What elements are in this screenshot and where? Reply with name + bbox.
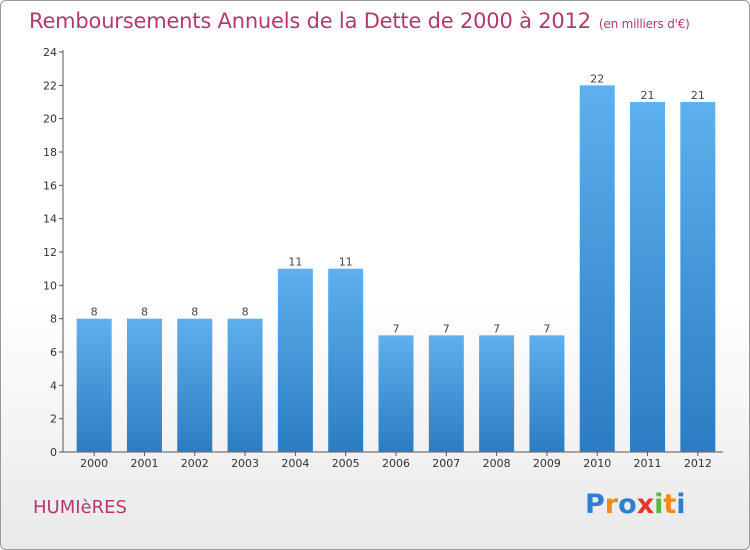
y-tick-label: 24 [43,46,57,59]
x-tick-label: 2010 [583,457,611,470]
y-tick-label: 18 [43,146,57,159]
logo-letter: i [676,489,686,520]
y-tick-label: 10 [43,279,57,292]
bar-value-label: 11 [339,256,353,269]
chart-bars: 8 8 8 8 11 11 7 7 7 7 22 21 21 [76,72,716,452]
bar-value-label: 7 [443,322,450,335]
logo-letter: t [663,489,677,520]
chart-title-text: Remboursements Annuels de la Dette de 20… [29,9,591,33]
commune-name: HUMIèRES [33,497,127,518]
x-tick-label: 2011 [634,457,662,470]
logo-letter: o [618,489,637,520]
chart-title: Remboursements Annuels de la Dette de 20… [29,9,690,33]
x-tick-label: 2004 [281,457,309,470]
x-tick-label: 2002 [181,457,209,470]
bar-2012 [680,102,716,452]
bar-2008 [479,335,515,452]
bar-2006 [378,335,414,452]
y-tick-label: 2 [50,413,57,426]
bar-value-label: 7 [393,322,400,335]
x-tick-label: 2009 [533,457,561,470]
bar-value-label: 8 [191,306,198,319]
bar-value-label: 21 [691,89,705,102]
x-tick-label: 2005 [332,457,360,470]
proxiti-logo: Proxiti [585,489,686,520]
bar-2011 [630,102,666,452]
x-tick-label: 2000 [80,457,108,470]
bar-value-label: 8 [141,306,148,319]
y-tick-label: 22 [43,79,57,92]
bar-value-label: 8 [91,306,98,319]
y-tick-label: 16 [43,179,57,192]
bar-2002 [177,318,213,452]
x-tick-label: 2001 [130,457,158,470]
bar-2005 [328,268,364,452]
bar-2007 [428,335,464,452]
bar-value-label: 21 [641,89,655,102]
x-tick-label: 2007 [432,457,460,470]
x-tick-label: 2012 [684,457,712,470]
bar-value-label: 8 [242,306,249,319]
x-tick-label: 2006 [382,457,410,470]
logo-letter: r [604,489,619,520]
y-tick-label: 12 [43,246,57,259]
y-tick-label: 0 [50,446,57,459]
bar-value-label: 11 [288,256,302,269]
bar-2009 [529,335,565,452]
chart-unit: (en milliers d'€) [598,17,690,31]
y-tick-label: 8 [50,313,57,326]
bar-value-label: 22 [590,72,604,85]
y-tick-label: 4 [50,379,57,392]
bar-2004 [277,268,313,452]
logo-letter: i [654,489,664,520]
bar-2001 [126,318,162,452]
x-tick-label: 2003 [231,457,259,470]
bar-2010 [579,85,615,452]
logo-letter: x [636,489,655,520]
y-tick-label: 20 [43,113,57,126]
bar-2003 [227,318,263,452]
bar-value-label: 7 [493,322,500,335]
y-tick-label: 14 [43,213,57,226]
bar-value-label: 7 [543,322,550,335]
logo-letter: P [585,489,605,520]
y-tick-label: 6 [50,346,57,359]
bar-2000 [76,318,112,452]
x-tick-label: 2008 [483,457,511,470]
